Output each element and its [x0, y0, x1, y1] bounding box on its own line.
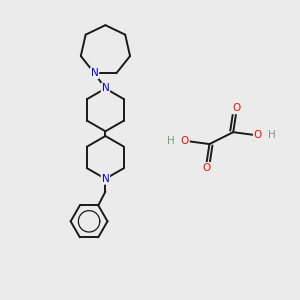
- Text: N: N: [91, 68, 98, 78]
- Text: O: O: [202, 163, 211, 173]
- Text: H: H: [167, 136, 175, 146]
- Text: N: N: [101, 174, 109, 184]
- Text: O: O: [181, 136, 189, 146]
- Text: N: N: [101, 83, 109, 94]
- Text: H: H: [268, 130, 276, 140]
- Text: O: O: [254, 130, 262, 140]
- Text: O: O: [232, 103, 240, 113]
